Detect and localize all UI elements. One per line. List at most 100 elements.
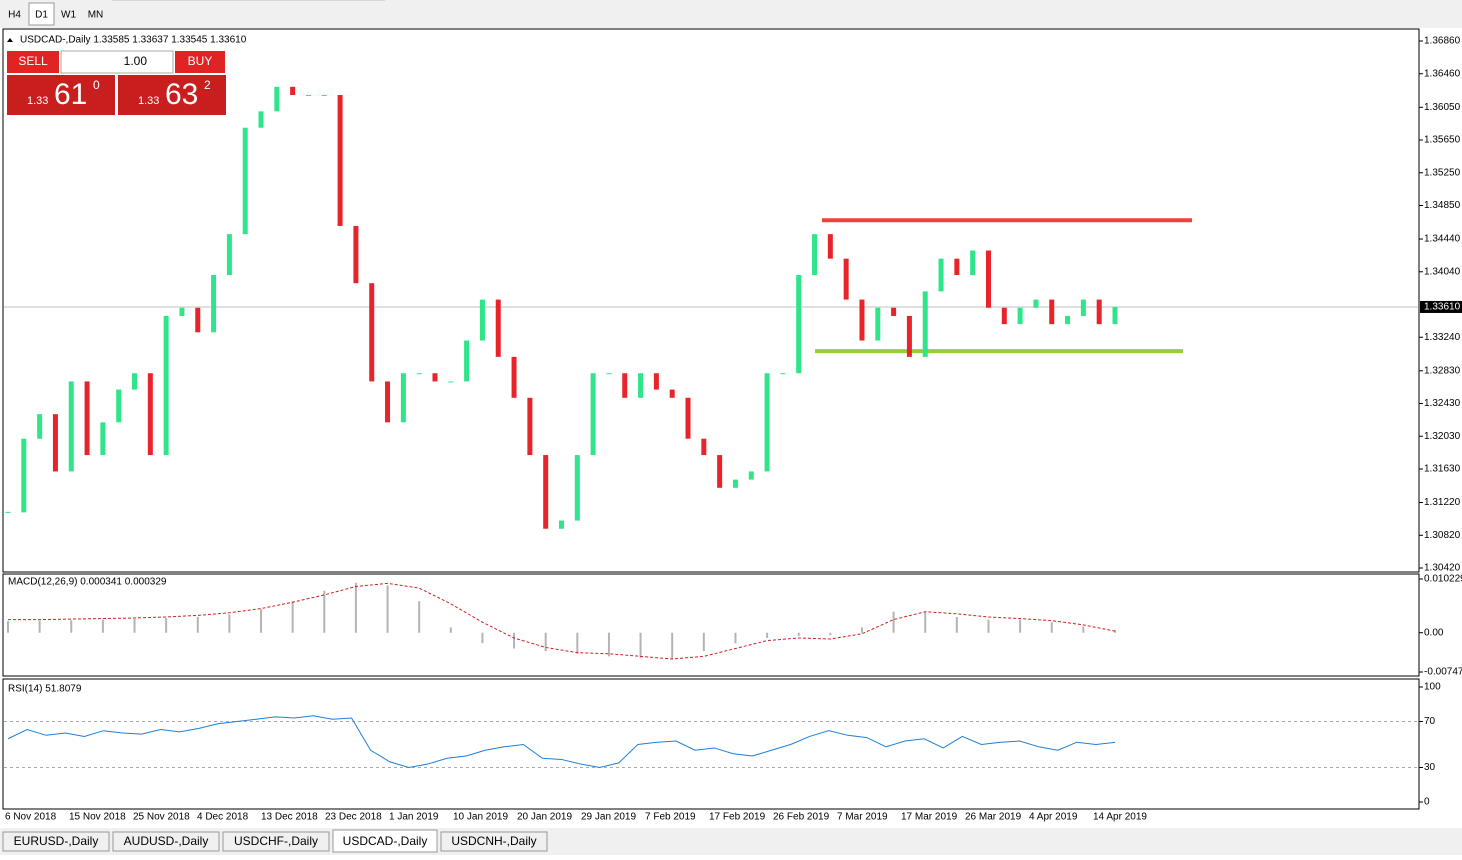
macd-bar [323,590,326,633]
candle [527,397,533,456]
candle [1001,307,1007,325]
candle [1017,307,1023,325]
candle [1080,299,1086,316]
macd-bar [639,632,642,658]
macd-bar [829,632,832,636]
price-prefix: 1.33 [27,95,48,107]
tab[interactable] [440,831,548,852]
collapse-icon[interactable] [7,38,13,42]
macd-bar [1082,626,1085,633]
timeframe-button[interactable] [2,3,27,25]
y-tick-label: 0 [1424,797,1430,808]
y-tick-label: 1.32030 [1424,431,1461,442]
candle [242,127,248,235]
candle [400,373,406,423]
candle [52,414,58,472]
candle [290,86,296,96]
y-tick-label: 1.34440 [1424,234,1461,245]
price-small: 0 [93,78,100,92]
macd-bar [449,627,452,633]
y-tick-label: 1.35650 [1424,135,1461,146]
y-tick-label: 1.36460 [1424,68,1461,79]
tab[interactable] [112,831,220,852]
tab-label: AUDUSD-,Daily [124,834,209,848]
price-main: 63 [165,78,198,111]
macd-bar [70,620,73,633]
current-price-label: 1.33610 [1424,302,1461,313]
candle [84,381,90,456]
candle [305,95,311,97]
candle [954,258,960,276]
candle [464,340,470,382]
candle [606,373,612,375]
macd-bar [1019,619,1022,633]
price-prefix: 1.33 [138,95,159,107]
macd-bar [165,618,168,633]
x-tick-label: 13 Dec 2018 [261,812,318,823]
x-tick-label: 7 Feb 2019 [645,812,696,823]
macd-bar [955,616,958,633]
price-box[interactable] [7,75,115,115]
macd-bar [576,632,579,654]
candle [21,438,27,513]
candle [258,111,264,128]
macd-bar [418,601,421,633]
macd-bar [797,632,800,636]
y-tick-label: 1.33240 [1424,332,1461,343]
candle [701,438,707,456]
macd-bar [1114,630,1116,633]
x-tick-label: 6 Nov 2018 [5,812,57,823]
sell-button[interactable] [7,51,59,73]
y-tick-label: 1.30820 [1424,530,1461,541]
macd-bar [607,632,610,657]
tab[interactable] [332,829,438,853]
timeframe-button[interactable] [83,3,108,25]
candle [843,258,849,300]
y-tick-label: 1.34040 [1424,266,1461,277]
candle [511,356,517,398]
candle [638,373,644,398]
candle [559,520,564,529]
candle [669,389,675,398]
candle [1049,299,1055,325]
x-tick-label: 4 Apr 2019 [1029,812,1078,823]
lot-input[interactable] [60,50,174,74]
x-tick-label: 15 Nov 2018 [69,812,126,823]
candle [938,258,944,292]
timeframe-button[interactable] [56,3,81,25]
macd-bar [987,619,990,633]
tab-label: USDCHF-,Daily [234,834,318,848]
price-small: 2 [204,78,211,92]
macd-signal [8,582,1116,660]
timeframe-button[interactable] [28,2,55,26]
candle [353,225,359,284]
tab[interactable] [222,831,330,852]
candle [321,95,327,97]
x-tick-label: 14 Apr 2019 [1093,812,1147,823]
y-tick-label: 1.31220 [1424,497,1461,508]
y-tick-label: 1.36860 [1424,36,1461,47]
candle [226,234,232,276]
candle [796,275,802,374]
candle [369,283,375,382]
candle [5,511,11,513]
candle [385,381,391,423]
sell-label: SELL [18,54,48,68]
lot-value: 1.00 [124,54,148,68]
toolbar [0,0,1462,28]
price-box[interactable] [118,75,226,115]
macd-bar [892,611,895,633]
macd-bar [860,627,863,633]
candle [985,250,991,308]
rsi-panel [2,678,1420,810]
candle [764,373,770,472]
macd-bar [354,582,357,633]
buy-button[interactable] [175,51,225,73]
tab[interactable] [2,831,110,852]
candle [1033,299,1039,308]
timeframe-label: D1 [35,10,48,21]
candle [179,307,185,316]
candle [1096,299,1102,325]
candle [653,373,659,390]
macd-panel [2,573,1420,677]
